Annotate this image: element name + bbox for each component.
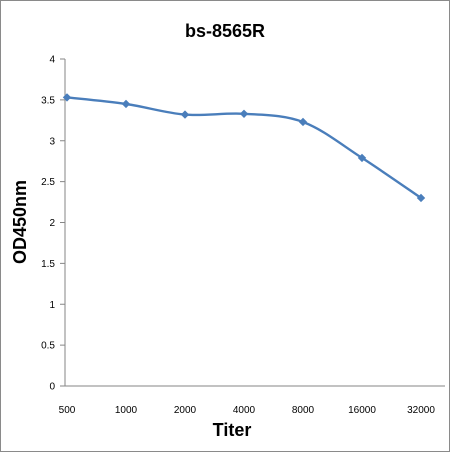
data-point-marker — [180, 110, 190, 119]
data-point-marker — [239, 109, 249, 118]
y-tick-label: 2 — [49, 218, 55, 229]
x-axis-title: Titer — [213, 420, 252, 440]
x-tick-label: 16000 — [348, 405, 376, 416]
data-point-marker — [121, 99, 131, 109]
y-tick-label: 2.5 — [41, 177, 55, 188]
y-axis-ticks: 0 0.5 1 1.5 2 2.5 3 3.5 4 — [41, 55, 65, 393]
series-points — [62, 93, 426, 203]
y-axis-title: OD450nm — [10, 180, 30, 264]
y-tick-label: 4 — [49, 55, 55, 66]
y-tick-label: 1 — [49, 300, 55, 311]
x-tick-label: 1000 — [115, 405, 138, 416]
data-point-marker — [416, 193, 426, 203]
data-point-marker — [62, 93, 72, 102]
x-axis-ticks: 500 1000 2000 4000 8000 16000 32000 — [59, 405, 436, 416]
y-tick-label: 3.5 — [41, 95, 55, 106]
y-tick-label: 3 — [49, 136, 55, 147]
x-tick-label: 8000 — [292, 405, 315, 416]
y-tick-label: 0 — [49, 382, 55, 393]
x-tick-label: 500 — [59, 405, 76, 416]
x-tick-label: 2000 — [174, 405, 197, 416]
x-tick-label: 4000 — [233, 405, 256, 416]
y-tick-label: 0.5 — [41, 341, 55, 352]
data-point-marker — [357, 153, 367, 163]
chart-title: bs-8565R — [185, 21, 265, 41]
y-tick-label: 1.5 — [41, 259, 55, 270]
data-point-marker — [298, 117, 308, 127]
x-tick-label: 32000 — [407, 405, 435, 416]
